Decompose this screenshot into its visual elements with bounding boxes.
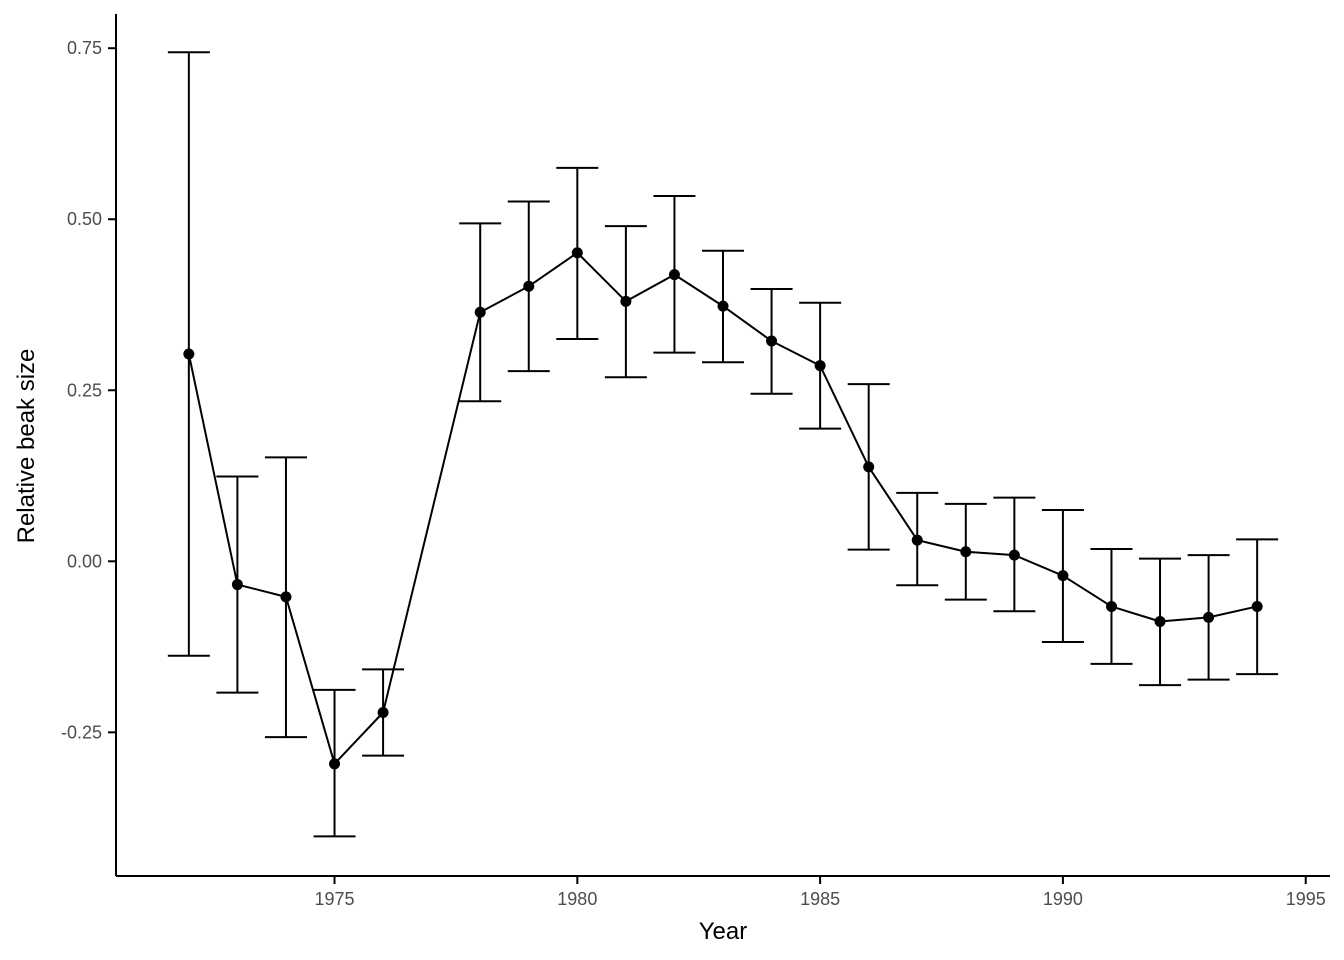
data-point (329, 758, 341, 770)
axes: -0.250.000.250.500.75 1975 1980 1985 1990 19… (61, 14, 1330, 909)
data-point (183, 348, 195, 360)
plot-area (167, 51, 1279, 838)
x-axis-title: Year (699, 918, 748, 945)
data-point (571, 247, 583, 259)
series-line (187, 251, 1258, 765)
data-point (717, 300, 729, 312)
data-point (1057, 570, 1069, 582)
data-point (766, 335, 778, 347)
y-tick-label: 0.75 (67, 38, 102, 58)
data-point (960, 546, 972, 558)
y-axis-title: Relative beak size (13, 349, 40, 544)
data-point (1154, 616, 1166, 628)
data-point (1008, 549, 1020, 561)
data-point (1105, 600, 1117, 612)
data-point (620, 295, 632, 307)
data-point (863, 461, 875, 473)
data-point (911, 534, 923, 546)
y-tick-label: -0.25 (61, 722, 102, 742)
data-point (474, 306, 486, 318)
data-point (523, 280, 535, 292)
data-point (814, 360, 826, 372)
data-point (377, 706, 389, 718)
x-tick-label: 1990 (1043, 889, 1083, 909)
data-point (1251, 600, 1263, 612)
x-tick-label: 1980 (557, 889, 597, 909)
x-tick-label: 1975 (314, 889, 354, 909)
data-point (280, 591, 292, 603)
y-tick-label: 0.25 (67, 380, 102, 400)
y-ticks: -0.25 0.00 0.25 0.50 0.75 (61, 38, 116, 742)
data-point (668, 269, 680, 281)
data-point (231, 579, 243, 591)
data-point (1203, 611, 1215, 623)
y-tick-label: 0.00 (67, 551, 102, 571)
series-0 (167, 51, 1279, 838)
y-tick-label: 0.50 (67, 209, 102, 229)
x-tick-label: 1995 (1286, 889, 1326, 909)
x-tick-label: 1985 (800, 889, 840, 909)
x-ticks: 1975 1980 1985 1990 1995 (314, 876, 1326, 909)
